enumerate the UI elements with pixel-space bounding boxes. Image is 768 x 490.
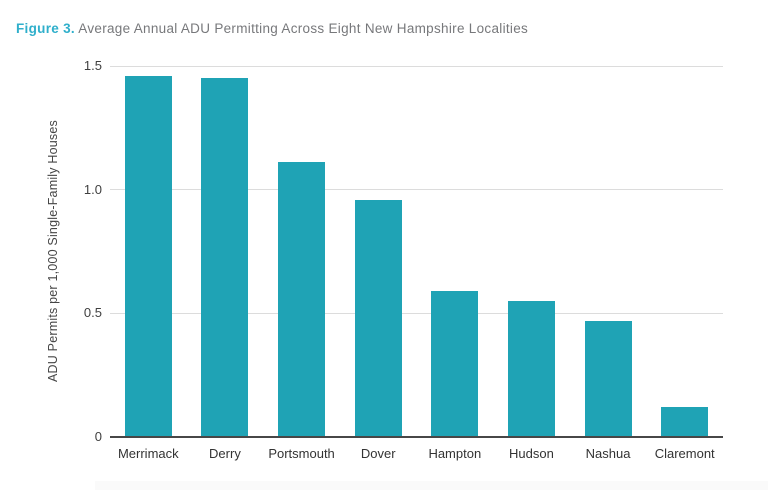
bar-slot-hudson: [493, 66, 570, 437]
bar-claremont: [661, 407, 709, 437]
bar-nashua: [584, 320, 632, 437]
bar-dover: [354, 199, 402, 437]
bar-slot-dover: [340, 66, 417, 437]
bar-slot-merrimack: [110, 66, 187, 437]
bars-container: [110, 66, 723, 437]
bar-slot-claremont: [646, 66, 723, 437]
plot-area: [110, 65, 723, 438]
figure-title: Figure 3. Average Annual ADU Permitting …: [16, 21, 528, 36]
x-label-hudson: Hudson: [509, 446, 554, 461]
x-axis-category-labels: Merrimack Derry Portsmouth Dover Hampton Huds…: [110, 446, 723, 461]
bar-hampton: [431, 291, 479, 437]
y-axis-tick-labels: 0 0.5 1.0 1.5: [0, 58, 102, 444]
gridline-1.0: [110, 189, 723, 191]
gridline-0.5: [110, 312, 723, 314]
y-tick-label-1.0: 1.0: [83, 181, 102, 197]
y-tick-label-0: 0: [94, 429, 102, 444]
bar-hudson: [507, 300, 555, 437]
bar-portsmouth: [278, 162, 326, 437]
y-tick-label-1.5: 1.5: [83, 58, 102, 73]
x-label-derry: Derry: [209, 446, 241, 461]
x-label-nashua: Nashua: [585, 446, 631, 461]
bar-derry: [201, 78, 249, 437]
figure-number-label: Figure 3.: [16, 21, 75, 36]
gridline-1.5: [110, 65, 723, 67]
bottom-strip: [95, 481, 768, 490]
figure-title-text: Average Annual ADU Permitting Across Eig…: [78, 21, 529, 36]
x-axis-line: [110, 436, 723, 438]
x-label-merrimack: Merrimack: [117, 446, 179, 461]
bar-slot-derry: [187, 66, 264, 437]
x-label-claremont: Claremont: [654, 446, 715, 461]
bar-slot-portsmouth: [263, 66, 340, 437]
bar-slot-hampton: [417, 66, 494, 437]
x-label-portsmouth: Portsmouth: [268, 446, 335, 461]
bar-slot-nashua: [570, 66, 647, 437]
x-label-hampton: Hampton: [428, 446, 482, 461]
x-label-dover: Dover: [360, 446, 396, 461]
bar-merrimack: [124, 75, 172, 437]
y-tick-label-0.5: 0.5: [83, 305, 102, 321]
